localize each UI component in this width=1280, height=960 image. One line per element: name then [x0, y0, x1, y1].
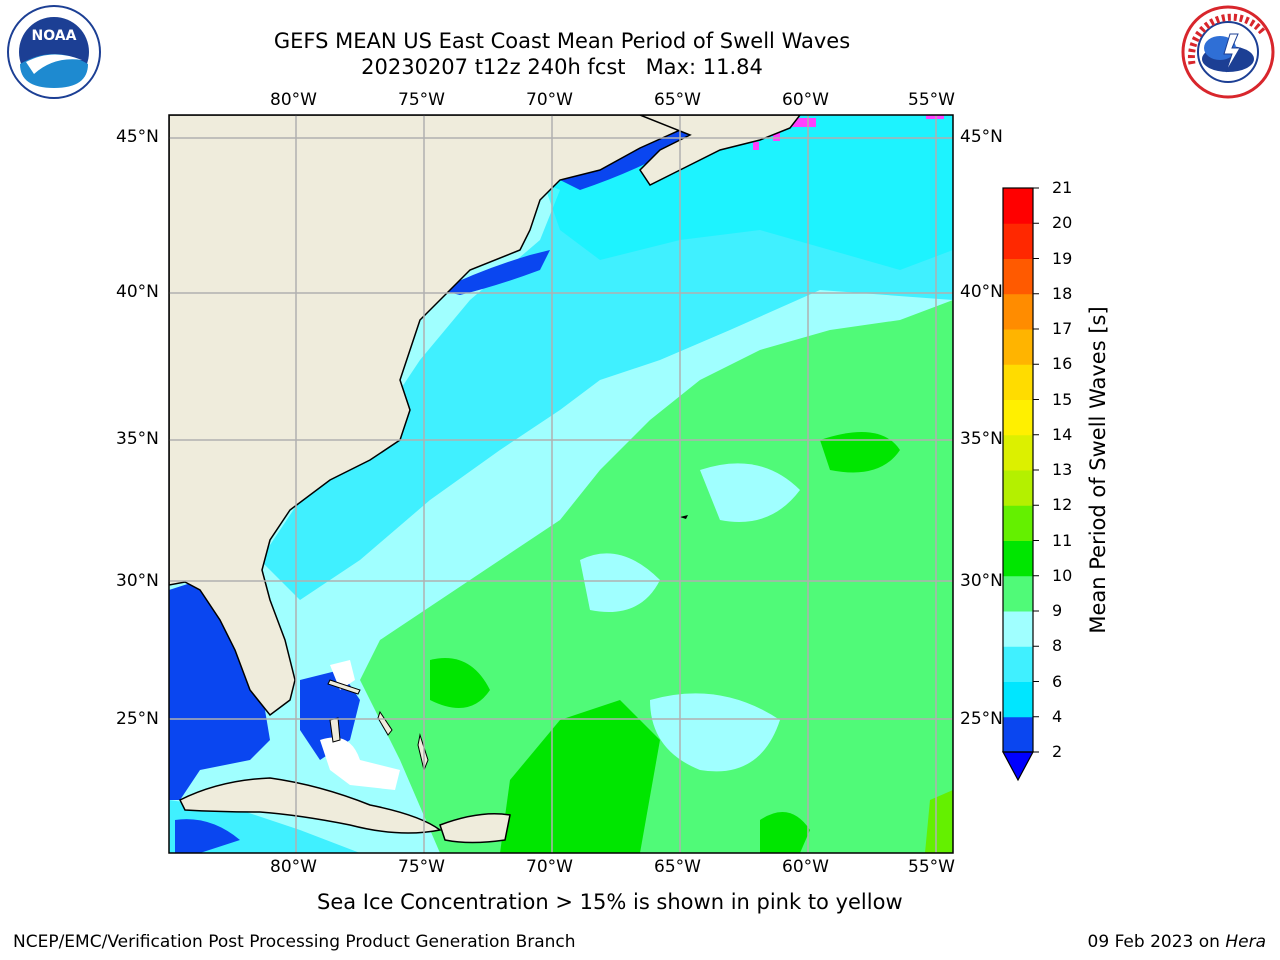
colorbar-segment: [1003, 681, 1033, 718]
land-eleuthera: [377, 710, 393, 736]
colorbar-title: Mean Period of Swell Waves [s]: [1086, 306, 1110, 634]
colorbar-tick-label: 11: [1052, 530, 1073, 550]
colorbar-tick-label: 13: [1052, 460, 1073, 479]
chart-subtitle: 20230207 t12z 240h fcst Max: 11.84: [361, 55, 763, 79]
zone-2-4s-gulf: [169, 580, 270, 800]
zone-9-10s: [360, 300, 953, 853]
colorbar: [1001, 187, 1039, 782]
lon-tick-bottom-70w: 70°W: [526, 857, 573, 877]
colorbar-segment: [1003, 223, 1033, 259]
footer-machine: Hera: [1225, 932, 1266, 952]
colorbar-tick-label: 17: [1052, 319, 1073, 338]
land-north-america: [169, 115, 691, 717]
lon-tick-top-70w: 70°W: [526, 90, 573, 110]
colorbar-tick-label: 19: [1052, 248, 1073, 268]
colorbar-segment: [1003, 293, 1033, 330]
land-bermuda: [680, 515, 688, 519]
zone-8-9s-patch-1: [580, 553, 660, 612]
lon-tick-bottom-60w: 60°W: [782, 857, 829, 877]
footer-credit: NCEP/EMC/Verification Post Processing Pr…: [13, 932, 576, 952]
colorbar-segment: [1003, 611, 1033, 647]
colorbar-under-arrow: [1001, 751, 1035, 782]
colorbar-tick-label: 21: [1052, 178, 1073, 197]
lon-tick-bottom-65w: 65°W: [654, 857, 701, 877]
colorbar-tick-label: 10: [1052, 565, 1073, 585]
colorbar-tick-label: 4: [1052, 706, 1063, 726]
map-frame: [168, 114, 954, 854]
chart-title: GEFS MEAN US East Coast Mean Period of S…: [273, 29, 851, 53]
colorbar-tick-label: 20: [1052, 213, 1073, 233]
colorbar-tick-label: 15: [1052, 389, 1073, 409]
zone-2-4s-caribbean: [175, 819, 240, 853]
lat-tick-right-25n: 25°N: [960, 709, 1003, 729]
zone-10-11s-bahamas: [430, 658, 490, 708]
colorbar-tick-label: 8: [1052, 636, 1063, 656]
colorbar-segment: [1003, 329, 1033, 365]
colorbar-segment: [1003, 470, 1033, 506]
lat-tick-left-30n: 30°N: [116, 571, 159, 591]
colorbar-tick-label: 18: [1052, 283, 1073, 303]
zone-10-11s-south: [500, 700, 660, 853]
graticule: [169, 115, 953, 853]
zone-11-12s-corner: [925, 790, 953, 853]
sea-ice-note: Sea Ice Concentration > 15% is shown in …: [317, 890, 903, 914]
zone-2-4s-bahama-bank: [300, 670, 360, 760]
lat-tick-right-40n: 40°N: [960, 282, 1003, 302]
no-data-little-bahama-bank: [330, 660, 355, 690]
noaa-logo: NOAA: [4, 4, 104, 100]
colorbar-segment: [1003, 434, 1033, 471]
lat-tick-left-40n: 40°N: [116, 282, 159, 302]
zone-8-9s-patch-3: [700, 463, 800, 522]
footer-date: 09 Feb 2023 on Hera: [1088, 932, 1266, 952]
noaa-logo-text: NOAA: [32, 28, 77, 44]
lon-tick-bottom-55w: 55°W: [908, 857, 955, 877]
footer-date-text: 09 Feb 2023 on: [1087, 932, 1226, 952]
sea-ice-patch-3: [753, 142, 759, 150]
colorbar-segment: [1003, 188, 1033, 224]
colorbar-segment: [1003, 646, 1033, 682]
lon-tick-top-75w: 75°W: [398, 90, 445, 110]
lat-tick-right-30n: 30°N: [960, 571, 1003, 591]
land-hispaniola: [439, 813, 511, 844]
nws-logo: [1178, 4, 1278, 100]
no-data-bahamas-bank: [320, 737, 400, 790]
sea-ice-patch-2: [773, 133, 780, 141]
lon-tick-top-60w: 60°W: [782, 90, 829, 110]
colorbar-segment: [1003, 716, 1033, 753]
lon-tick-bottom-80w: 80°W: [270, 857, 317, 877]
colorbar-segment: [1003, 505, 1033, 541]
sea-ice-patch-4: [926, 115, 944, 119]
colorbar-segment: [1003, 399, 1033, 436]
land-grand-bahama: [327, 679, 361, 695]
lat-tick-left-35n: 35°N: [116, 429, 159, 449]
lon-tick-top-55w: 55°W: [908, 90, 955, 110]
land-cuba: [178, 777, 442, 834]
lat-tick-right-35n: 35°N: [960, 429, 1003, 449]
lon-tick-top-65w: 65°W: [654, 90, 701, 110]
lat-tick-left-45n: 45°N: [116, 127, 159, 147]
colorbar-segment: [1003, 540, 1033, 577]
lon-tick-top-80w: 80°W: [270, 90, 317, 110]
zone-6-8s-north: [260, 115, 953, 600]
colorbar-segment: [1003, 364, 1033, 400]
zone-10-11s-east: [820, 432, 900, 473]
colorbar-segment: [1003, 258, 1033, 295]
colorbar-tick-label: 14: [1052, 424, 1073, 444]
colorbar-tick-label: 16: [1052, 354, 1073, 374]
zone-8-9s-patch-2: [650, 693, 780, 772]
sea-ice-patch-1: [790, 118, 816, 127]
colorbar-tick-label: 9: [1052, 601, 1063, 620]
lon-tick-bottom-75w: 75°W: [398, 857, 445, 877]
zone-10-11s-se: [760, 812, 810, 853]
lat-tick-left-25n: 25°N: [116, 709, 159, 729]
colorbar-tick-label: 12: [1052, 495, 1073, 515]
colorbar-tick-label: 6: [1052, 671, 1063, 691]
colorbar-tick-label: 2: [1052, 742, 1063, 761]
zone-2-4s-long-island: [440, 250, 550, 295]
lat-tick-right-45n: 45°N: [960, 127, 1003, 147]
colorbar-segment: [1003, 575, 1033, 612]
